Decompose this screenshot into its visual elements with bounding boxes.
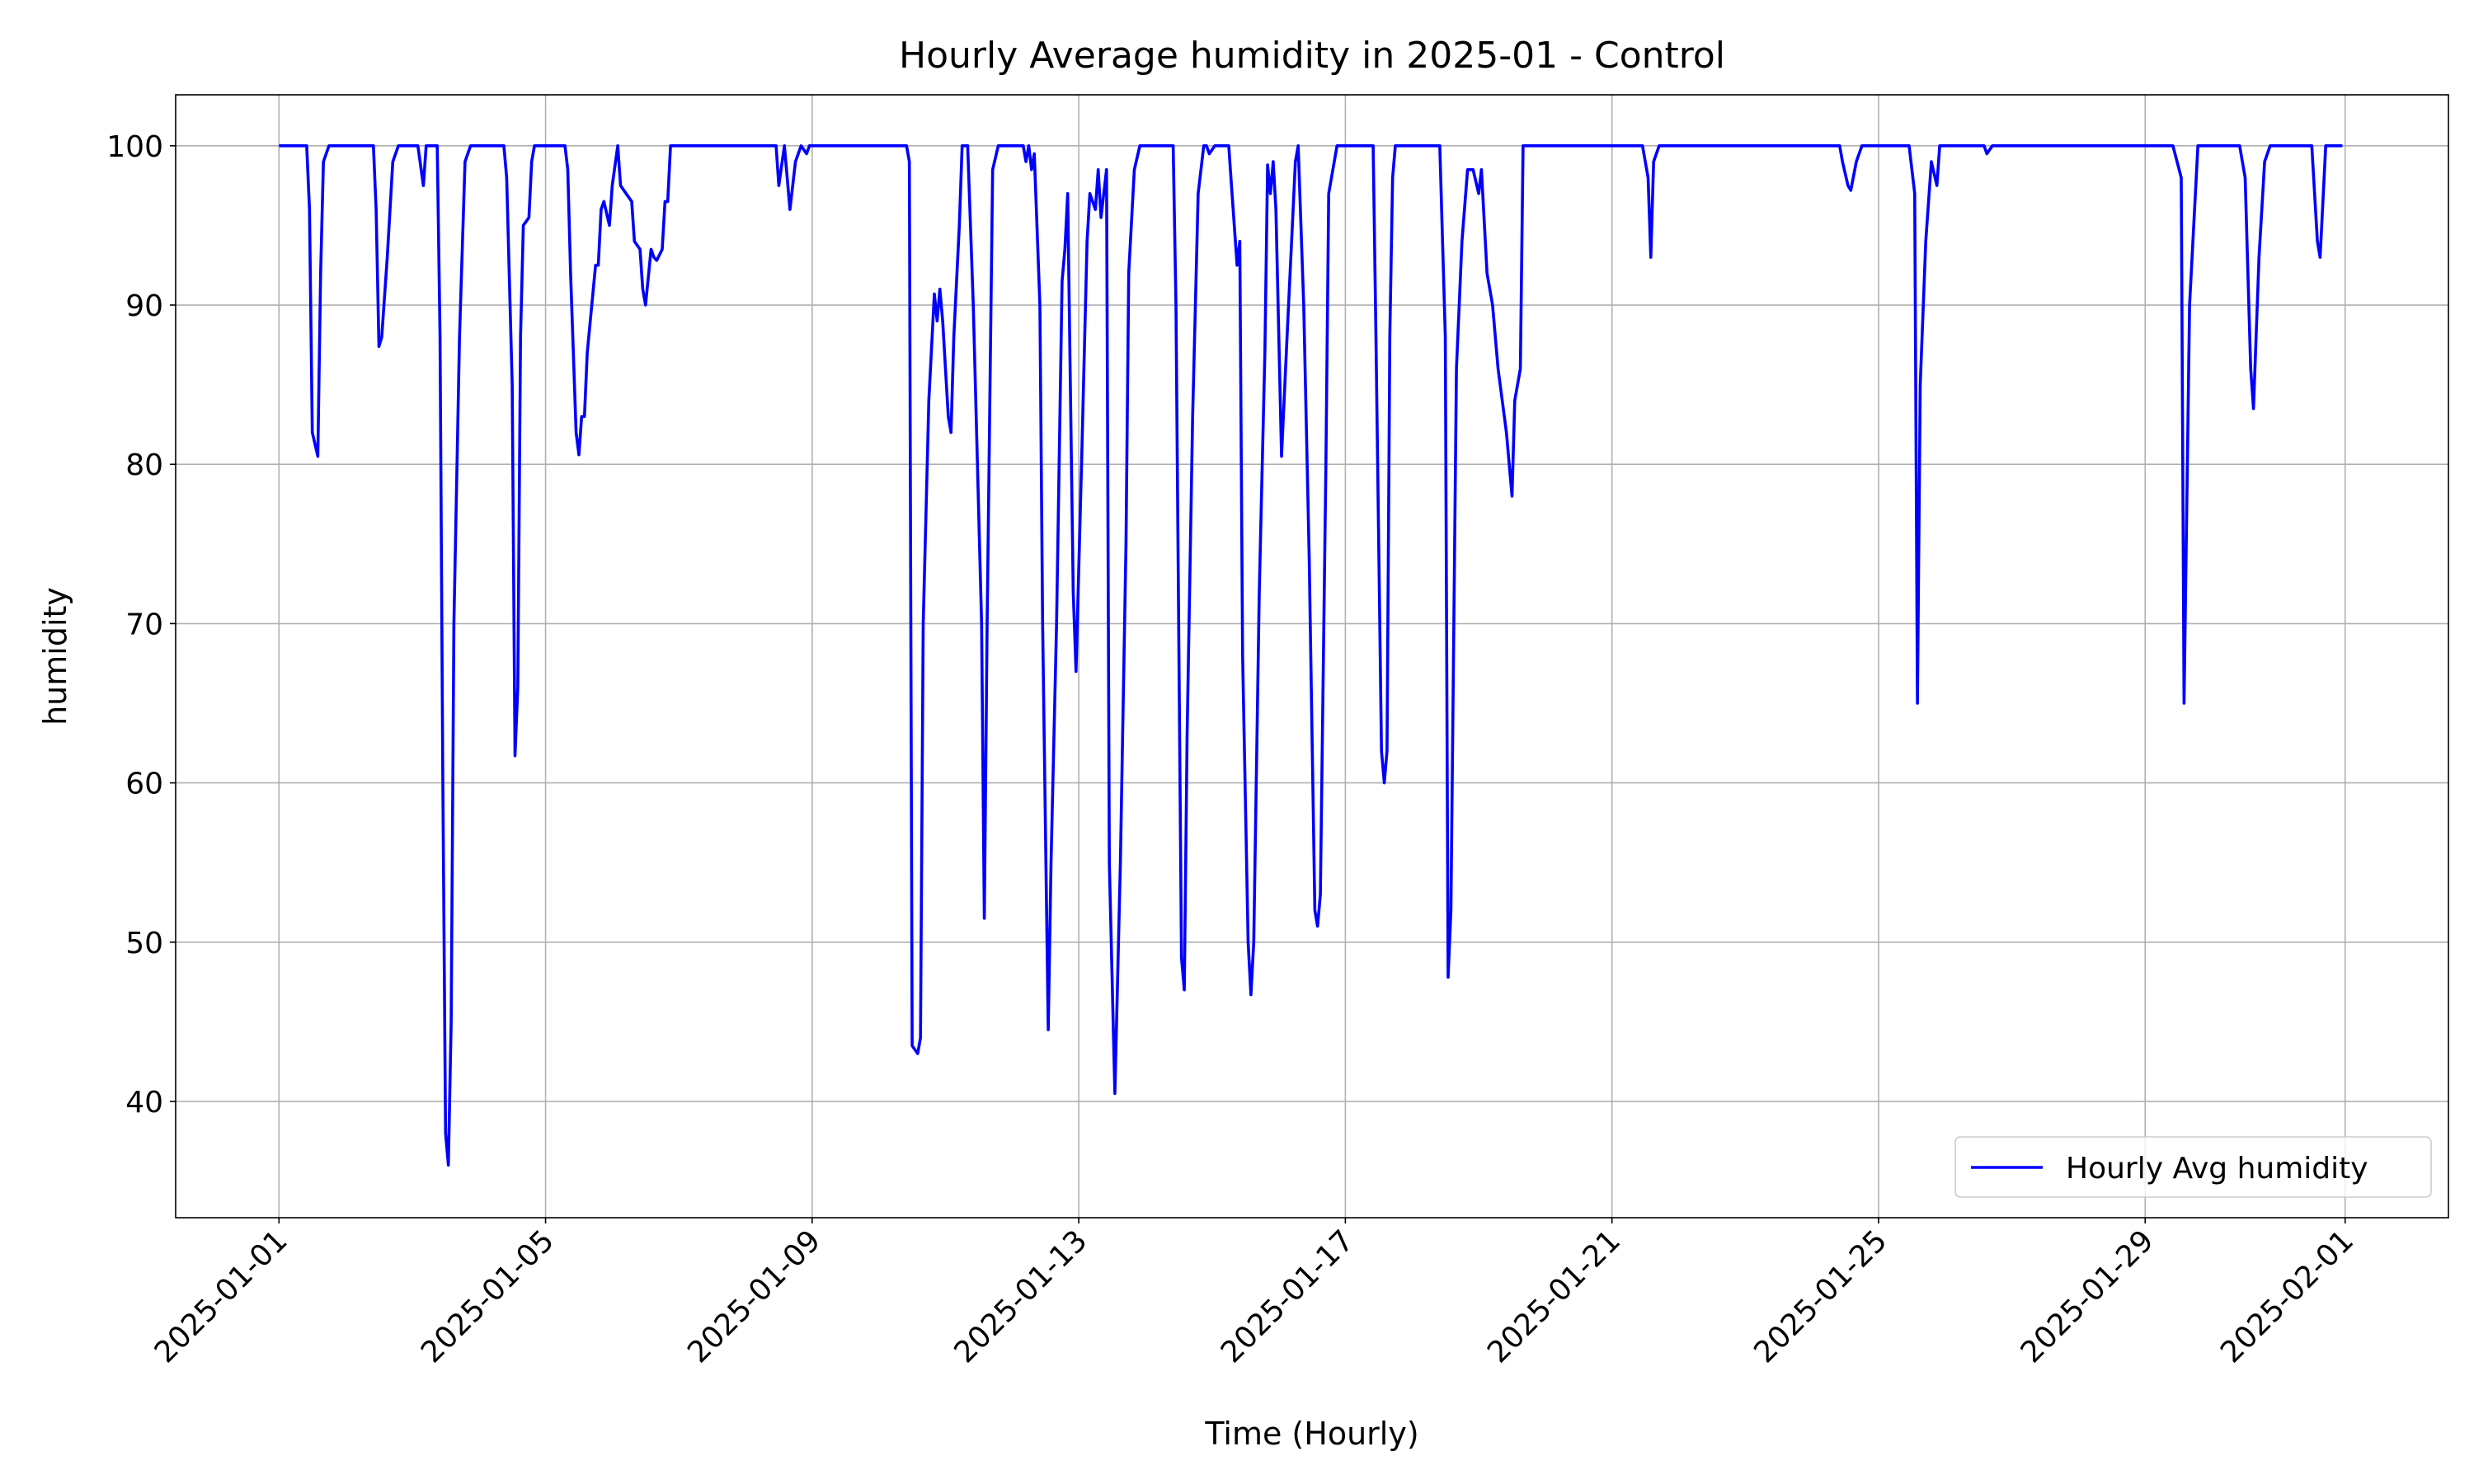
data-line — [279, 144, 2343, 1167]
y-tick-label: 90 — [125, 289, 163, 323]
legend: Hourly Avg humidity — [1954, 1136, 2432, 1198]
y-tick-label: 40 — [125, 1086, 163, 1120]
x-axis-label: Time (Hourly) — [1204, 1416, 1418, 1452]
y-tick-label: 60 — [125, 768, 163, 801]
y-tick-label: 100 — [106, 130, 163, 164]
legend-label: Hourly Avg humidity — [2066, 1152, 2368, 1186]
y-tick-label: 70 — [125, 608, 163, 641]
chart-title: Hourly Average humidity in 2025-01 - Con… — [899, 35, 1725, 77]
y-tick-label: 80 — [125, 448, 163, 482]
legend-box — [1954, 1136, 2432, 1198]
plot-frame — [175, 94, 2449, 1219]
y-axis-label: humidity — [37, 587, 73, 726]
y-tick-label: 50 — [125, 927, 163, 960]
